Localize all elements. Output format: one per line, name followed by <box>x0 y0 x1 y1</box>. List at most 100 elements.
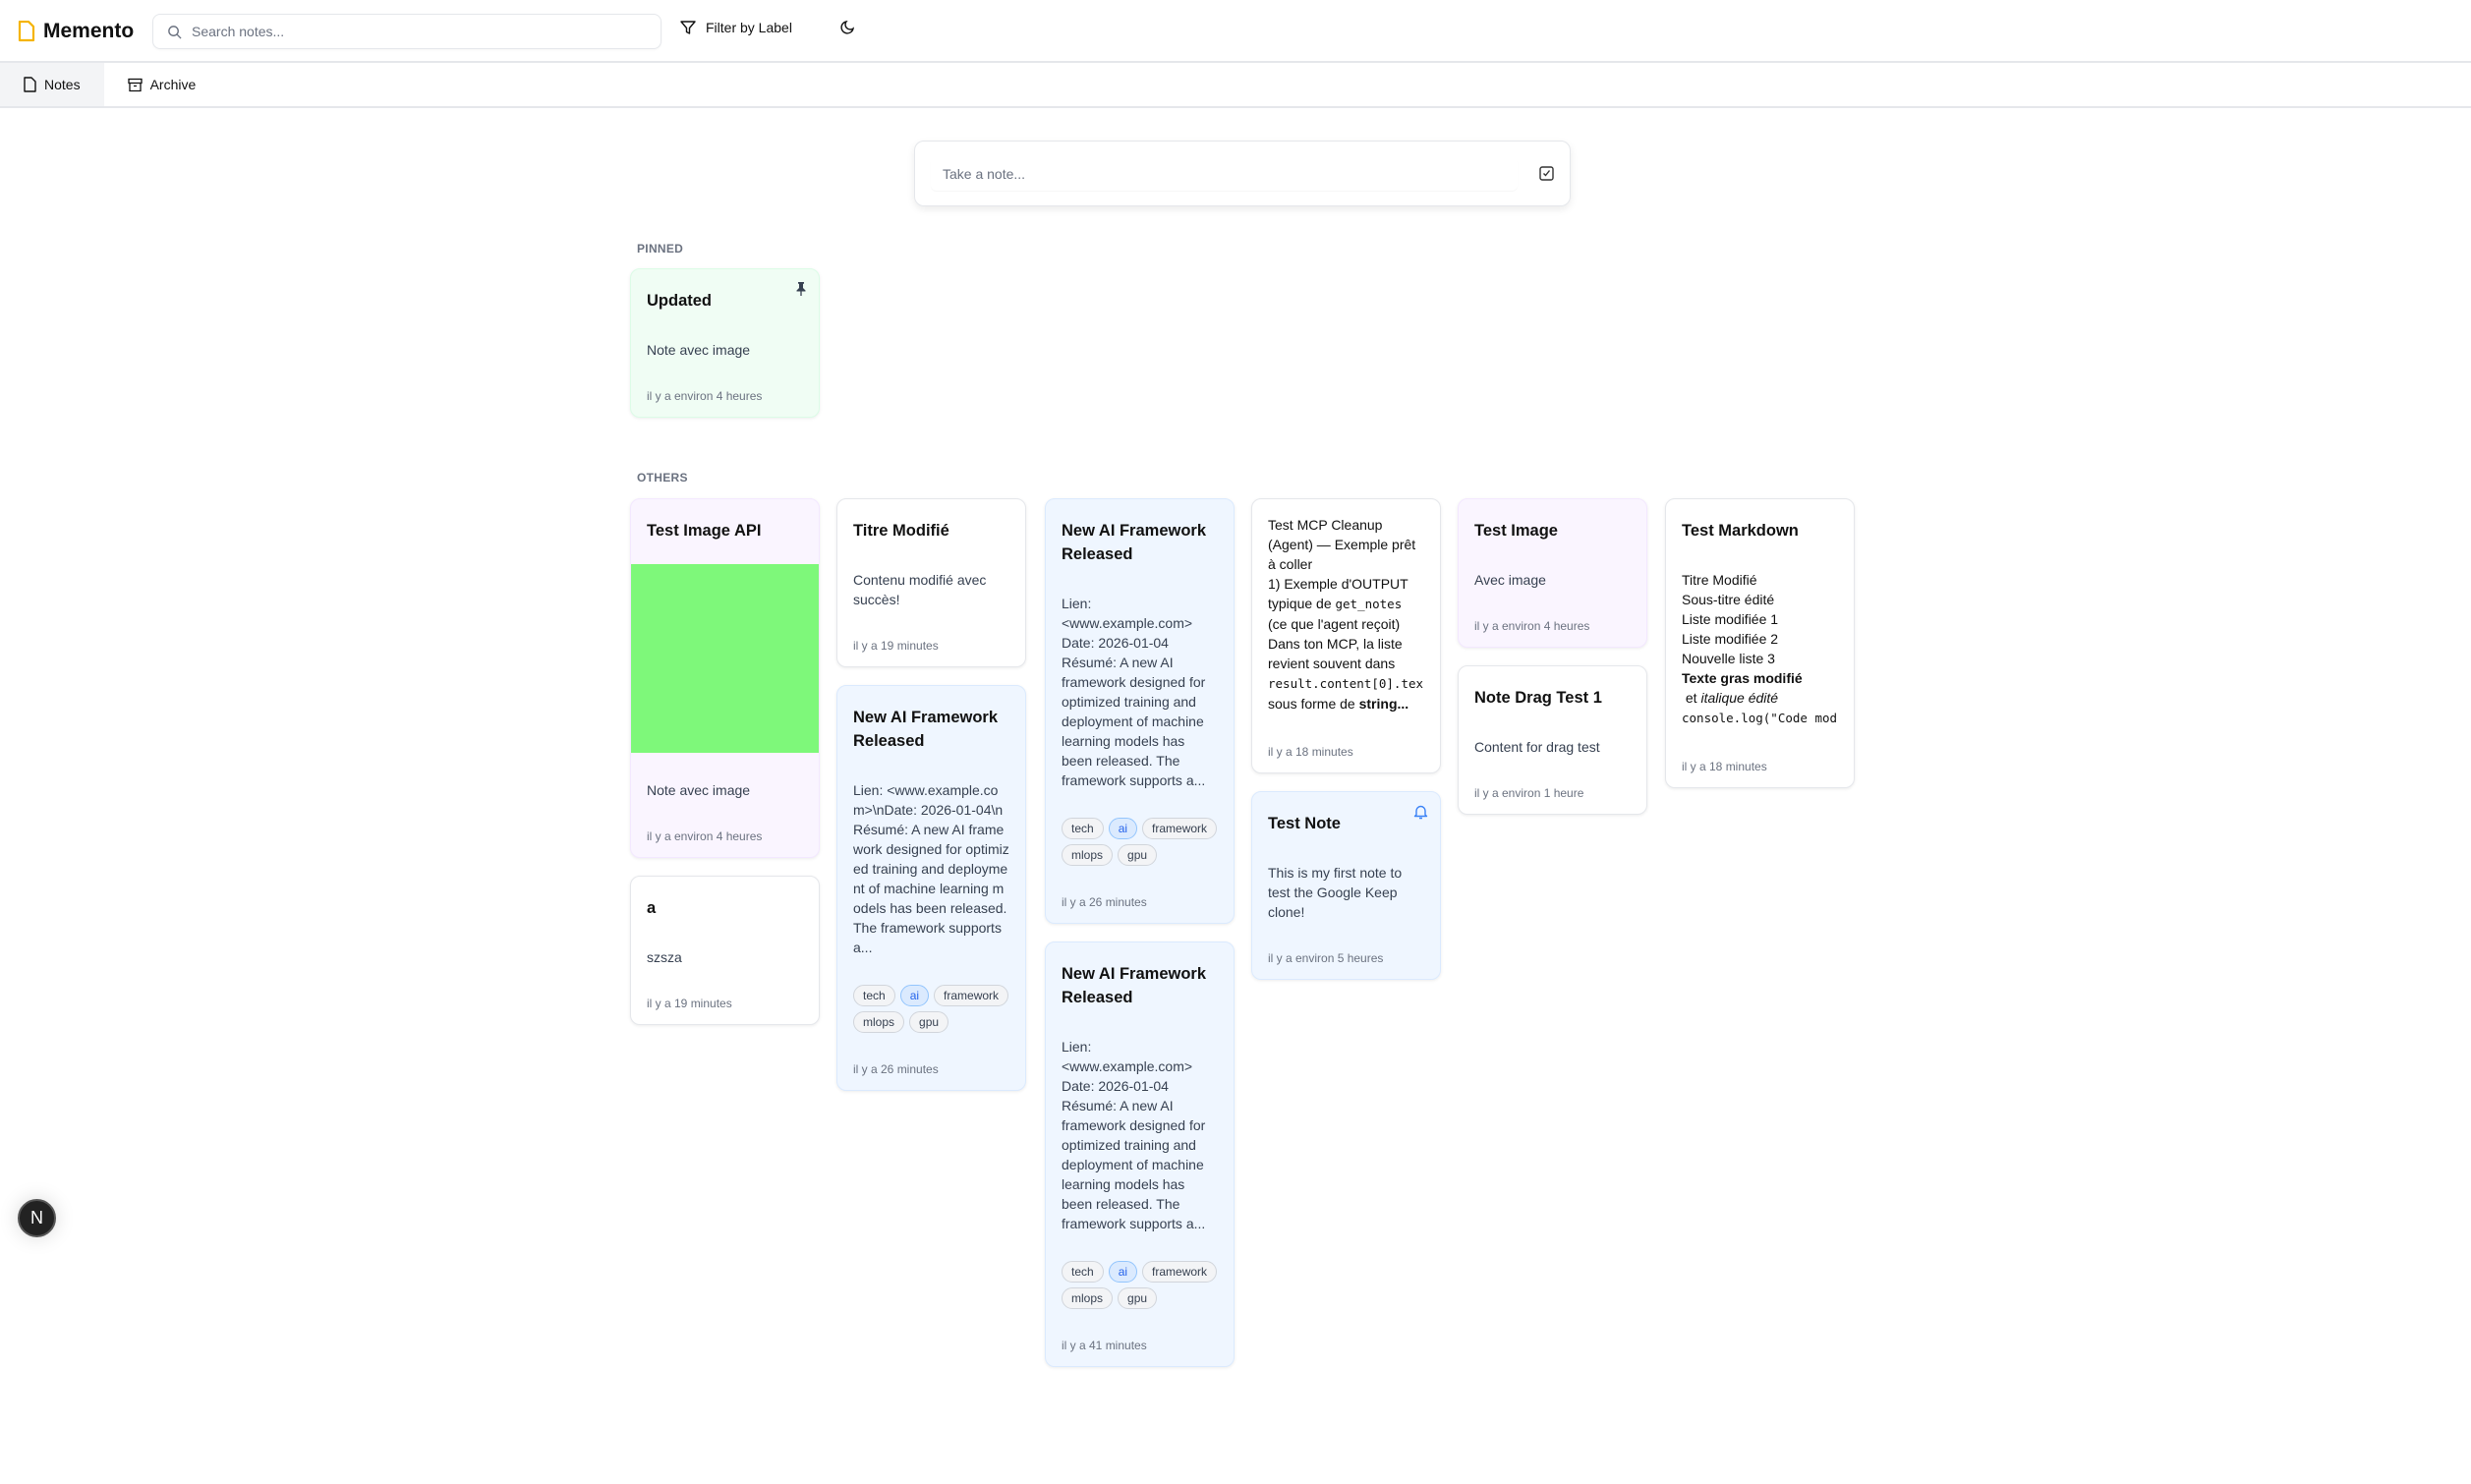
tab-label: Archive <box>149 77 197 92</box>
note-card[interactable]: Test Image Avec image il y a environ 4 h… <box>1458 498 1647 648</box>
note-date: il y a 26 minutes <box>1062 895 1147 909</box>
note-title: Updated <box>647 292 712 310</box>
note-date: il y a environ 4 heures <box>1474 619 1590 633</box>
tag[interactable]: gpu <box>909 1011 949 1033</box>
body-line: Sous-titre édité <box>1682 592 1775 607</box>
note-card[interactable]: Updated Note avec image il y a environ 4… <box>630 268 820 418</box>
bold-text: Texte gras modifié <box>1682 670 1803 686</box>
tab-label: Notes <box>44 77 81 92</box>
tab-bar: Notes Archive <box>0 63 2471 108</box>
note-title: Test Markdown <box>1682 522 1799 540</box>
body-line: console.log("Code mod <box>1682 708 1838 728</box>
tag[interactable]: tech <box>853 985 895 1006</box>
note-date: il y a 19 minutes <box>647 997 732 1010</box>
top-bar: Memento Filter by Label <box>0 0 2471 63</box>
note-body: Lien: <www.example.com>\nDate: 2026-01-0… <box>853 782 1009 955</box>
checklist-icon[interactable] <box>1539 166 1554 181</box>
body-line: 1) Exemple d'OUTPUT typique de get_notes… <box>1268 574 1424 634</box>
search-icon <box>168 25 182 39</box>
bell-icon[interactable] <box>1413 804 1428 820</box>
note-date: il y a environ 4 heures <box>647 389 763 403</box>
tag[interactable]: tech <box>1062 1261 1104 1283</box>
note-title: Titre Modifié <box>853 522 949 540</box>
tag[interactable]: framework <box>1142 1261 1218 1283</box>
note-title: Test Image <box>1474 522 1558 540</box>
filter-by-label-button[interactable]: Filter by Label <box>680 20 792 35</box>
search-input[interactable] <box>192 24 624 39</box>
note-date: il y a 18 minutes <box>1268 745 1353 759</box>
tag[interactable]: ai <box>1108 818 1138 839</box>
note-date: il y a 41 minutes <box>1062 1339 1147 1352</box>
note-body: Titre Modifié Sous-titre édité Liste mod… <box>1682 570 1838 728</box>
inline-code: console.log("Code mod <box>1682 711 1838 725</box>
others-section-label: OTHERS <box>637 471 688 485</box>
tag[interactable]: framework <box>1142 818 1218 839</box>
note-title: Test Image API <box>647 522 762 540</box>
tag[interactable]: mlops <box>853 1011 905 1033</box>
tag[interactable]: tech <box>1062 818 1104 839</box>
note-body: Lien: <www.example.com> Date: 2026-01-04… <box>1062 1039 1206 1231</box>
search-box[interactable] <box>152 14 661 49</box>
note-body: Lien: <www.example.com> Date: 2026-01-04… <box>1062 596 1206 788</box>
tab-notes[interactable]: Notes <box>0 63 104 106</box>
note-body: Note avec image <box>647 342 751 358</box>
tag[interactable]: framework <box>934 985 1009 1006</box>
text: 1) Exemple d'OUTPUT typique de <box>1268 576 1408 611</box>
note-title: New AI Framework Released <box>853 709 999 750</box>
note-card[interactable]: New AI Framework Released Lien: <www.exa… <box>1045 498 1235 924</box>
dev-tools-button[interactable]: N <box>18 1199 56 1237</box>
note-card[interactable]: Test Image API Note avec image il y a en… <box>630 498 820 858</box>
take-note-input[interactable] <box>931 156 1518 191</box>
body-line: Liste modifiée 2 <box>1682 631 1779 647</box>
note-card[interactable]: a szsza il y a 19 minutes <box>630 876 820 1025</box>
note-title: Note Drag Test 1 <box>1474 689 1602 707</box>
note-card[interactable]: Test Note This is my first note to test … <box>1251 791 1441 980</box>
note-body: Note avec image <box>647 782 751 798</box>
note-card[interactable]: New AI Framework Released Lien: <www.exa… <box>1045 942 1235 1367</box>
body-line: Nouvelle liste 3 <box>1682 651 1775 666</box>
archive-icon <box>127 78 143 91</box>
note-body: This is my first note to test the Google… <box>1268 865 1403 920</box>
text: (ce que l'agent reçoit) <box>1268 616 1401 632</box>
note-title: Test Note <box>1268 815 1341 832</box>
note-card[interactable]: Test MCP Cleanup (Agent) — Exemple prêt … <box>1251 498 1441 773</box>
tag[interactable]: gpu <box>1118 1287 1158 1309</box>
tag[interactable]: ai <box>1108 1261 1138 1283</box>
body-line: Test MCP Cleanup (Agent) — Exemple prêt … <box>1268 517 1416 572</box>
note-composer[interactable] <box>914 141 1571 206</box>
logo[interactable]: Memento <box>18 20 134 43</box>
note-logo-icon <box>18 21 35 42</box>
body-line: Texte gras modifié et italique édité <box>1682 668 1838 708</box>
body-line: Titre Modifié <box>1682 572 1757 588</box>
tag[interactable]: mlops <box>1062 844 1114 866</box>
note-card[interactable]: New AI Framework Released Lien: <www.exa… <box>836 685 1026 1091</box>
inline-code: get_notes <box>1335 597 1403 611</box>
note-card[interactable]: Note Drag Test 1 Content for drag test i… <box>1458 665 1647 815</box>
bold-text: string... <box>1358 696 1409 712</box>
text: Dans ton MCP, la liste revient souvent d… <box>1268 636 1403 671</box>
note-title: a <box>647 899 657 917</box>
tag-list: tech ai framework mlops gpu <box>1062 818 1229 866</box>
text: et <box>1682 690 1701 706</box>
note-card[interactable]: Test Markdown Titre Modifié Sous-titre é… <box>1665 498 1855 788</box>
tag-list: tech ai framework mlops gpu <box>1062 1261 1229 1309</box>
moon-icon <box>840 20 855 34</box>
note-date: il y a 18 minutes <box>1682 760 1767 773</box>
body-line: Dans ton MCP, la liste revient souvent d… <box>1268 634 1424 694</box>
theme-toggle-button[interactable] <box>837 20 855 42</box>
tag[interactable]: ai <box>899 985 930 1006</box>
pinned-section-label: PINNED <box>637 242 684 256</box>
tag[interactable]: gpu <box>1118 844 1158 866</box>
note-title: New AI Framework Released <box>1062 522 1207 563</box>
note-card[interactable]: Titre Modifié Contenu modifié avec succè… <box>836 498 1026 667</box>
pin-icon[interactable] <box>795 281 807 297</box>
note-icon <box>24 77 36 92</box>
app-name: Memento <box>43 20 135 42</box>
note-body: Content for drag test <box>1474 739 1600 755</box>
note-date: il y a 26 minutes <box>853 1062 939 1076</box>
tab-archive[interactable]: Archive <box>104 63 220 106</box>
note-body: szsza <box>647 949 682 965</box>
note-body: Test MCP Cleanup (Agent) — Exemple prêt … <box>1268 515 1424 713</box>
note-title: New AI Framework Released <box>1062 965 1207 1006</box>
tag[interactable]: mlops <box>1062 1287 1114 1309</box>
